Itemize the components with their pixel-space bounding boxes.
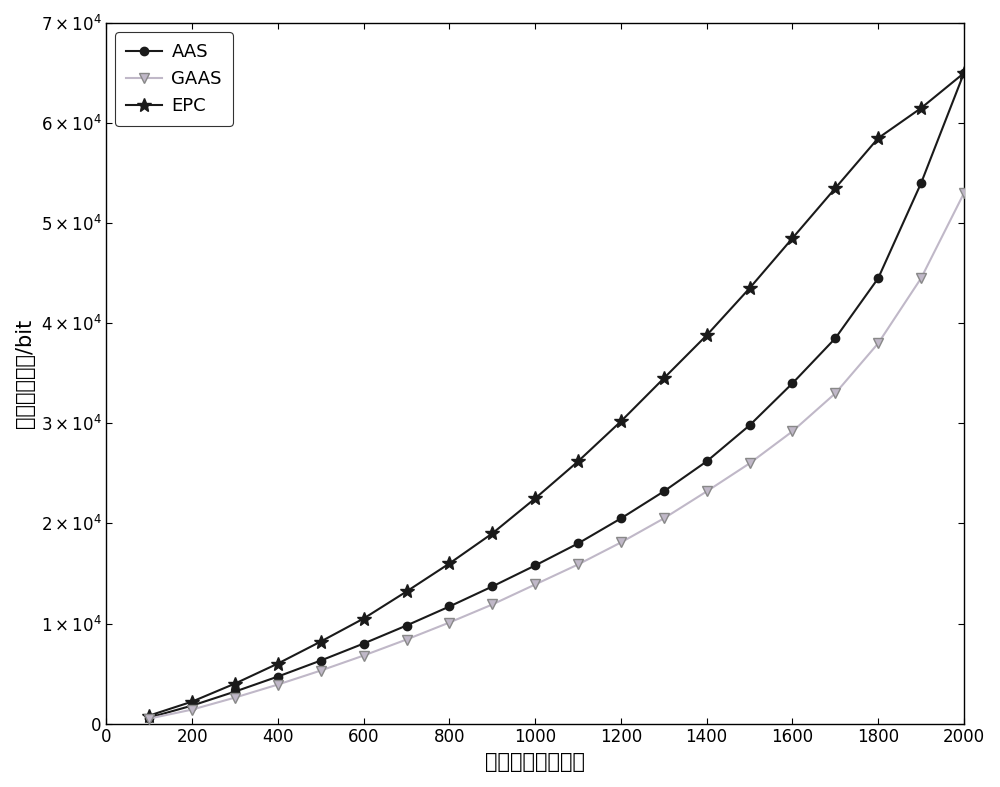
GAAS <box>229 693 241 702</box>
EPC <box>572 456 584 466</box>
GAAS <box>358 651 370 660</box>
Line: AAS: AAS <box>145 69 968 722</box>
EPC <box>358 614 370 623</box>
AAS <box>786 379 798 388</box>
GAAS <box>829 389 841 398</box>
EPC <box>958 68 970 78</box>
GAAS <box>529 580 541 589</box>
AAS <box>358 639 370 648</box>
EPC <box>915 103 927 113</box>
AAS <box>186 701 198 711</box>
GAAS <box>615 538 627 547</box>
GAAS <box>486 600 498 609</box>
AAS <box>701 456 713 466</box>
GAAS <box>401 635 413 645</box>
EPC <box>186 696 198 706</box>
AAS <box>401 621 413 630</box>
AAS <box>572 539 584 549</box>
AAS <box>143 713 155 722</box>
GAAS <box>872 338 884 348</box>
EPC <box>786 234 798 243</box>
EPC <box>529 493 541 503</box>
GAAS <box>786 427 798 436</box>
EPC <box>829 183 841 193</box>
AAS <box>443 602 455 611</box>
EPC <box>401 587 413 597</box>
Y-axis label: 阅读器的开销/bit: 阅读器的开销/bit <box>15 319 35 428</box>
AAS <box>315 656 327 665</box>
AAS <box>958 68 970 78</box>
AAS <box>486 582 498 591</box>
AAS <box>744 420 756 430</box>
GAAS <box>443 618 455 627</box>
AAS <box>229 687 241 696</box>
EPC <box>443 559 455 568</box>
EPC <box>486 529 498 538</box>
GAAS <box>958 188 970 198</box>
AAS <box>658 486 670 496</box>
GAAS <box>572 560 584 569</box>
EPC <box>658 374 670 383</box>
EPC <box>744 283 756 293</box>
AAS <box>272 672 284 682</box>
GAAS <box>143 714 155 723</box>
AAS <box>829 334 841 343</box>
Legend: AAS, GAAS, EPC: AAS, GAAS, EPC <box>115 32 233 126</box>
EPC <box>272 659 284 668</box>
EPC <box>701 331 713 340</box>
EPC <box>872 134 884 143</box>
Line: EPC: EPC <box>142 66 971 722</box>
AAS <box>872 274 884 283</box>
GAAS <box>186 705 198 715</box>
GAAS <box>915 274 927 283</box>
GAAS <box>315 666 327 675</box>
EPC <box>615 416 627 426</box>
GAAS <box>272 680 284 689</box>
EPC <box>229 679 241 689</box>
GAAS <box>658 514 670 523</box>
EPC <box>315 637 327 646</box>
X-axis label: 待识别标签的数目: 待识别标签的数目 <box>485 752 585 772</box>
GAAS <box>744 459 756 468</box>
EPC <box>143 711 155 720</box>
GAAS <box>701 486 713 496</box>
AAS <box>915 179 927 188</box>
AAS <box>615 514 627 523</box>
Line: GAAS: GAAS <box>144 188 969 723</box>
AAS <box>529 561 541 571</box>
